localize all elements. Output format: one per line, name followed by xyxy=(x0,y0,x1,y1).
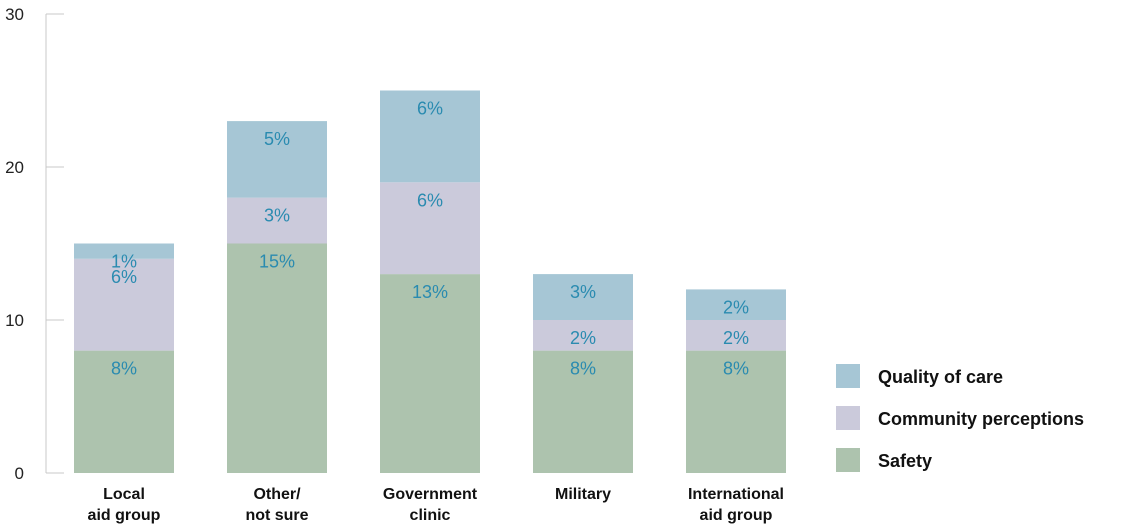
data-label: 8% xyxy=(723,359,749,379)
y-tick-label: 0 xyxy=(15,464,24,483)
category-label: Military xyxy=(555,486,611,503)
data-label: 13% xyxy=(412,282,448,302)
legend: Quality of care Community perceptions Safe… xyxy=(836,364,1084,472)
category-label: aid group xyxy=(88,507,161,524)
bar-segment xyxy=(686,320,786,351)
data-label: 5% xyxy=(264,129,290,149)
bar-segment xyxy=(380,274,480,473)
legend-label: Community perceptions xyxy=(878,409,1084,429)
data-label: 15% xyxy=(259,252,295,272)
legend-swatch xyxy=(836,364,860,388)
bar-segment xyxy=(380,90,480,183)
data-label: 2% xyxy=(723,297,749,317)
data-label: 3% xyxy=(264,206,290,226)
category-label: Government xyxy=(383,486,478,503)
data-label: 6% xyxy=(417,190,443,210)
legend-swatch xyxy=(836,448,860,472)
category-label: clinic xyxy=(410,507,451,524)
data-label: 8% xyxy=(111,359,137,379)
bars xyxy=(74,90,786,473)
y-tick-label: 20 xyxy=(5,158,24,177)
data-label: 2% xyxy=(723,328,749,348)
bar-segment xyxy=(227,197,327,244)
data-labels: 8%6%1% 15%3%5%13%6%6%8%2%3%8%2%2% xyxy=(111,99,749,379)
bar-segment xyxy=(686,289,786,320)
y-tick-label: 30 xyxy=(5,5,24,24)
category-label: Other/ xyxy=(253,486,301,503)
category-label: not sure xyxy=(245,507,308,524)
data-label: 6% xyxy=(417,99,443,119)
bar-segment xyxy=(74,258,174,351)
x-axis-labels: Local aid group Other/not sure Government cl… xyxy=(88,486,784,524)
bar-segment xyxy=(74,243,174,259)
bar-segment xyxy=(533,320,633,351)
data-label: 2% xyxy=(570,328,596,348)
y-axis-ticks: 0 10 20 30 xyxy=(5,5,64,483)
legend-label: Safety xyxy=(878,451,932,471)
y-tick-label: 10 xyxy=(5,311,24,330)
bar-segment xyxy=(227,121,327,198)
data-label: 3% xyxy=(570,282,596,302)
legend-swatch xyxy=(836,406,860,430)
legend-label: Quality of care xyxy=(878,367,1003,387)
category-label: aid group xyxy=(700,507,773,524)
bar-segment xyxy=(533,274,633,320)
bar-segment xyxy=(686,350,786,473)
category-label: Local xyxy=(103,486,145,503)
bar-segment xyxy=(74,350,174,473)
bar-segment xyxy=(380,182,480,275)
bar-segment xyxy=(533,350,633,473)
category-label: International xyxy=(688,486,784,503)
bar-segment xyxy=(227,243,327,473)
data-label: 1% xyxy=(111,252,137,272)
data-label: 6% xyxy=(111,267,137,287)
data-label: 8% xyxy=(570,359,596,379)
